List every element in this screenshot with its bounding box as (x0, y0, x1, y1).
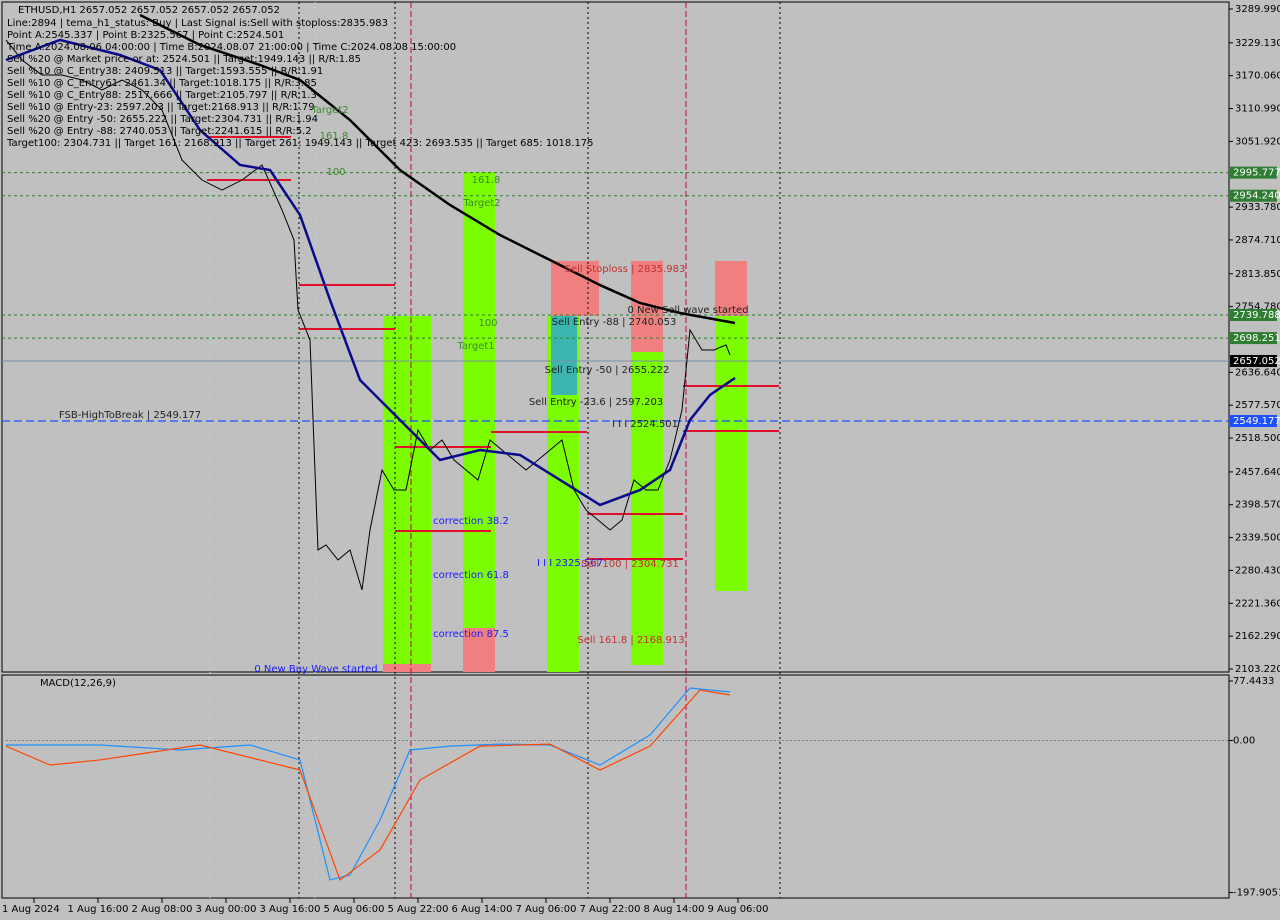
y-tick-label: 2457.640 (1235, 467, 1280, 478)
y-tick-label: 2398.570 (1235, 500, 1280, 511)
y-tick-label: 2874.710 (1235, 235, 1280, 246)
annotation: 0 New Sell wave started (627, 305, 748, 316)
level-box (1230, 189, 1277, 202)
annotation: Sell Entry -50 | 2655.222 (545, 365, 670, 376)
annotation: correction 87.5 (433, 629, 509, 640)
y-tick-label: 3289.990 (1235, 4, 1280, 15)
y-tick-label: 2103.220 (1235, 664, 1280, 675)
annotation: 161.8 (320, 131, 349, 142)
info-line: Target100: 2304.731 || Target 161: 2168.… (6, 138, 594, 149)
annotation: correction 61.8 (433, 570, 509, 581)
annotation: correction 38.2 (433, 516, 509, 527)
info-line: Line:2894 | tema_h1_status: Buy | Last S… (7, 18, 388, 29)
red-levels (207, 136, 779, 560)
annotation: 161.8 (472, 175, 501, 186)
info-line: Sell %20 @ Market price or at: 2524.501 … (7, 54, 361, 65)
x-tick-label: 6 Aug 14:00 (451, 904, 512, 915)
x-tick-label: 5 Aug 06:00 (323, 904, 384, 915)
annotation: Sell Entry -88 | 2740.053 (552, 317, 677, 328)
info-line: Sell %10 @ C_Entry88: 2517.666 || Target… (7, 90, 317, 101)
macd-line (5, 689, 731, 881)
x-tick-label: 2 Aug 08:00 (131, 904, 192, 915)
annotation: I I I 2524.501 (612, 419, 678, 430)
price-panel (1, 1, 1230, 673)
level-label: 2549.177 (1233, 416, 1280, 427)
level-box (1230, 354, 1277, 367)
y-tick-label: 2933.780 (1235, 202, 1280, 213)
annotation: Sell Entry -23.6 | 2597.203 (529, 397, 663, 408)
macd-title: MACD(12,26,9) (40, 678, 116, 689)
level-label: 2698.251 (1233, 333, 1280, 344)
y-tick-label: 2518.500 (1235, 433, 1280, 444)
x-tick-label: 3 Aug 16:00 (259, 904, 320, 915)
info-line: Point A:2545.337 | Point B:2325.567 | Po… (7, 30, 284, 41)
level-label: 2657.052 (1233, 356, 1280, 367)
x-tick-label: 1 Aug 16:00 (67, 904, 128, 915)
annotation: 100 (326, 167, 345, 178)
macd-line (6, 687, 731, 881)
x-tick-label: 7 Aug 06:00 (515, 904, 576, 915)
annotation: I I I 2325.567 (537, 558, 603, 569)
macd-panel (1, 674, 1230, 899)
y-tick-label: 2754.780 (1235, 302, 1280, 313)
annotation: 100 (478, 318, 497, 329)
x-tick-label: 8 Aug 14:00 (643, 904, 704, 915)
y-tick-label: 3110.990 (1235, 104, 1280, 115)
annotation: 0 New Buy Wave started (254, 664, 377, 675)
y-tick-label: 2636.640 (1235, 367, 1280, 378)
y-tick-label: 0.00 (1233, 736, 1255, 747)
y-tick-label: 2577.570 (1235, 400, 1280, 411)
x-tick-label: 7 Aug 22:00 (579, 904, 640, 915)
y-tick-label: 2280.430 (1235, 565, 1280, 576)
annotation: Sell Stoploss | 2835.983 (565, 264, 686, 275)
y-tick-label: 2162.290 (1235, 631, 1280, 642)
x-tick-label: 1 Aug 2024 (2, 904, 60, 915)
annotation: FSB-HighToBreak | 2549.177 (59, 410, 201, 421)
chart-title: ETHUSD,H1 2657.052 2657.052 2657.052 265… (18, 5, 280, 16)
y-tick-label: 3229.130 (1235, 38, 1280, 49)
level-box (1230, 414, 1277, 427)
info-line: Sell %10 @ C_Entry61: 2461.34 || Target:… (7, 78, 317, 89)
info-line: Sell %20 @ Entry -50: 2655.222 || Target… (7, 114, 318, 125)
y-tick-label: 2813.850 (1235, 269, 1280, 280)
y-tick-label: 3051.920 (1235, 136, 1280, 147)
annotation: Sell 161.8 | 2168.913 (577, 635, 684, 646)
info-line: Time A:2024.08.06 04:00:00 | Time B:2024… (6, 42, 456, 53)
level-box (1230, 166, 1277, 179)
level-label: 2739.788 (1233, 310, 1280, 321)
annotation: Target2 (310, 105, 348, 116)
x-tick-label: 9 Aug 06:00 (707, 904, 768, 915)
info-line: Sell %20 @ Entry -88: 2740.053 || Target… (7, 126, 312, 137)
x-tick-label: 5 Aug 22:00 (387, 904, 448, 915)
moving-average (139, 13, 736, 325)
moving-average (5, 38, 736, 507)
y-tick-label: 77.4433 (1233, 676, 1274, 687)
vertical-lines (209, 2, 781, 898)
annotation: Target2 (462, 198, 500, 209)
price-line (5, 39, 731, 591)
info-line: Sell %10 @ Entry-23: 2597.203 || Target:… (7, 102, 315, 113)
level-label: 2995.777 (1233, 168, 1280, 179)
y-tick-label: 2339.500 (1235, 533, 1280, 544)
level-box (1230, 308, 1277, 321)
annotation: Sell 100 | 2304.731 (581, 559, 679, 570)
y-tick-label: -197.9051 (1233, 888, 1280, 899)
y-tick-label: 3170.060 (1235, 71, 1280, 82)
annotation: Target1 (456, 341, 494, 352)
y-tick-label: 2221.360 (1235, 598, 1280, 609)
level-box (1230, 332, 1277, 345)
level-label: 2954.240 (1233, 191, 1280, 202)
info-line: Sell %10 @ C_Entry38: 2409.513 || Target… (7, 66, 323, 77)
x-tick-label: 3 Aug 00:00 (195, 904, 256, 915)
zones (383, 172, 747, 672)
